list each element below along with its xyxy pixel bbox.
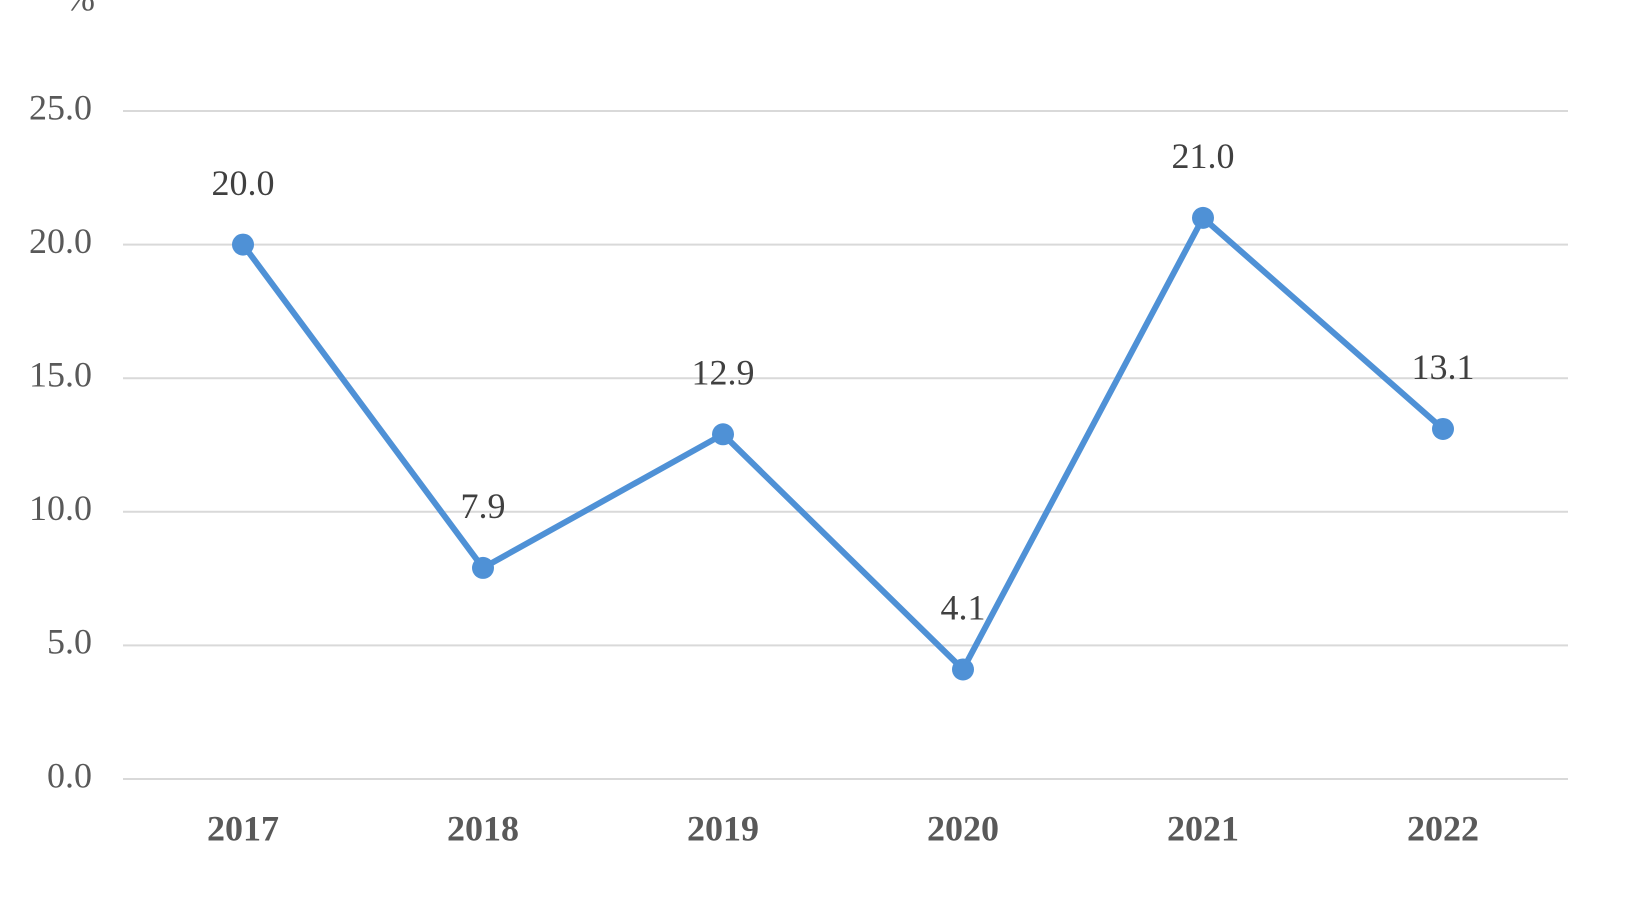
y-tick-label: 0.0 bbox=[47, 755, 92, 795]
data-label: 4.1 bbox=[941, 588, 986, 628]
y-axis-title: % bbox=[65, 0, 95, 18]
y-tick-label: 25.0 bbox=[29, 87, 92, 127]
data-label: 7.9 bbox=[461, 486, 506, 526]
point bbox=[1432, 417, 1454, 440]
y-tick-label: 10.0 bbox=[29, 488, 92, 528]
point bbox=[232, 233, 254, 256]
x-tick-label: 2020 bbox=[927, 808, 999, 848]
data-label: 13.1 bbox=[1412, 347, 1475, 387]
x-tick-label: 2017 bbox=[207, 808, 279, 848]
y-tick-label: 15.0 bbox=[29, 354, 92, 394]
data-label: 20.0 bbox=[212, 163, 275, 203]
x-tick-label: 2022 bbox=[1407, 808, 1479, 848]
point bbox=[472, 556, 494, 579]
x-tick-label: 2021 bbox=[1167, 808, 1239, 848]
x-tick-label: 2019 bbox=[687, 808, 759, 848]
x-tick-label: 2018 bbox=[447, 808, 519, 848]
point bbox=[712, 423, 734, 446]
data-label: 21.0 bbox=[1172, 136, 1235, 176]
point bbox=[952, 658, 974, 681]
line bbox=[240, 214, 1445, 673]
y-tick-label: 20.0 bbox=[29, 221, 92, 261]
data-label: 12.9 bbox=[692, 353, 755, 393]
point bbox=[1192, 206, 1214, 229]
y-tick-label: 5.0 bbox=[47, 622, 92, 662]
